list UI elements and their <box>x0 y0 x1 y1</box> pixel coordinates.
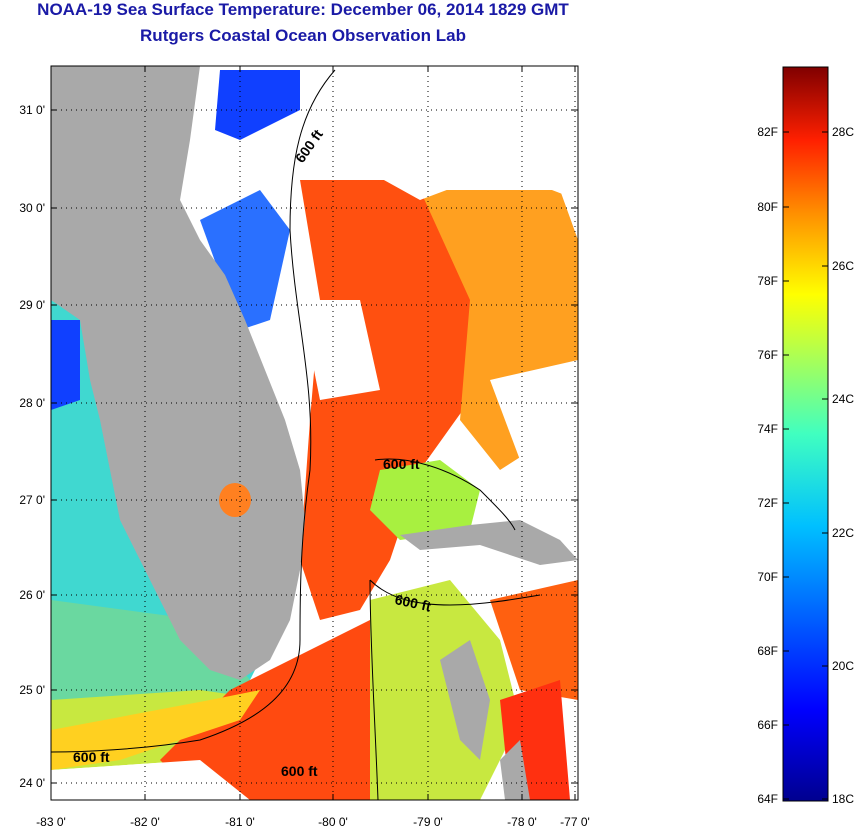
colorbar-f-label: 64F <box>757 792 778 806</box>
andros-island <box>440 640 490 760</box>
cloud-north <box>330 66 578 200</box>
lat-label: 24 0' <box>19 776 45 790</box>
lon-label: -82 0' <box>130 815 160 829</box>
colorbar-f-label: 76F <box>757 348 778 362</box>
colorbar-fahrenheit-labels: 82F 80F 78F 76F 74F 72F 70F 68F 66F 64F <box>757 125 789 806</box>
loop-current <box>160 620 380 800</box>
lon-label: -79 0' <box>413 815 443 829</box>
contour-600ft-south <box>369 579 541 606</box>
colorbar-f-label: 66F <box>757 718 778 732</box>
map-subtitle: Rutgers Coastal Ocean Observation Lab <box>140 26 466 45</box>
southern-island <box>500 740 530 800</box>
colorbar-f-label: 82F <box>757 125 778 139</box>
contour-label-bottom: 600 ft <box>281 763 318 779</box>
lat-label: 29 0' <box>19 298 45 312</box>
lon-label: -81 0' <box>225 815 255 829</box>
longitude-labels: -83 0' -82 0' -81 0' -80 0' -79 0' -78 0' -77 … <box>36 815 590 829</box>
lon-label: -78 0' <box>507 815 537 829</box>
contour-600ft-east <box>51 69 336 753</box>
lon-label: -77 0' <box>560 815 590 829</box>
lon-label: -80 0' <box>318 815 348 829</box>
keys-band <box>51 690 260 770</box>
contour-600ft-bottom <box>369 579 379 800</box>
green-patch <box>370 460 480 540</box>
colorbar-c-label: 22C <box>832 526 854 540</box>
colorbar-f-label: 74F <box>757 422 778 436</box>
cold-band-coast <box>200 190 290 330</box>
colorbar-f-label: 78F <box>757 274 778 288</box>
lake-okeechobee <box>219 483 251 517</box>
colorbar-f-label: 68F <box>757 644 778 658</box>
cloud-mid <box>300 300 380 400</box>
colorbar-c-label: 20C <box>832 659 854 673</box>
cloud-east <box>490 360 578 470</box>
colorbar <box>782 66 829 802</box>
cloud-south <box>51 760 250 800</box>
lat-label: 31 0' <box>19 103 45 117</box>
contour-label-west: 600 ft <box>73 749 110 765</box>
bahamas-land <box>400 520 578 565</box>
colorbar-c-label: 28C <box>832 125 854 139</box>
sst-image: 600 ft 600 ft 600 ft 600 ft 600 ft <box>51 66 578 800</box>
colorbar-f-label: 70F <box>757 570 778 584</box>
map-frame <box>50 65 579 801</box>
florida-land <box>51 66 305 680</box>
colorbar-c-label: 24C <box>832 392 854 406</box>
colorbar-c-label: 26C <box>832 259 854 273</box>
lat-label: 25 0' <box>19 683 45 697</box>
lat-label: 27 0' <box>19 493 45 507</box>
contour-label-south: 600 ft <box>393 591 432 614</box>
lon-label: -83 0' <box>36 815 66 829</box>
gulf-stream <box>300 180 480 620</box>
colorbar-c-label: 18C <box>832 792 854 806</box>
lat-label: 26 0' <box>19 588 45 602</box>
colorbar-f-label: 72F <box>757 496 778 510</box>
map-title: NOAA-19 Sea Surface Temperature: Decembe… <box>37 0 569 19</box>
lat-label: 30 0' <box>19 201 45 215</box>
contour-label-bahamas: 600 ft <box>383 456 420 472</box>
contour-600ft-bahamas <box>374 458 516 531</box>
east-warm <box>490 580 578 700</box>
latitude-labels: 31 0' 30 0' 29 0' 28 0' 27 0' 26 0' 25 0' 24 0' <box>19 103 45 790</box>
colorbar-celsius-labels: 28C 26C 24C 22C 20C 18C <box>822 125 854 806</box>
colorbar-f-label: 80F <box>757 200 778 214</box>
cold-band-north <box>215 70 300 140</box>
cold-band-west <box>51 320 80 410</box>
graticule <box>50 66 578 800</box>
lat-label: 28 0' <box>19 396 45 410</box>
